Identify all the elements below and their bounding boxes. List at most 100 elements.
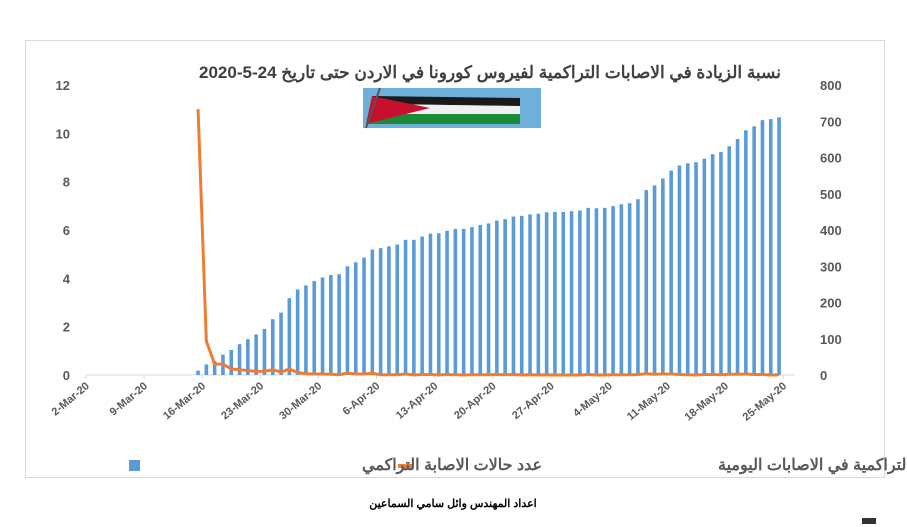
- bar: [329, 274, 333, 375]
- bar: [486, 223, 491, 375]
- line-series: [196, 109, 780, 377]
- right-axis-tick-label: 400: [820, 223, 842, 238]
- x-axis-tick-label: 30-Mar-20: [277, 380, 324, 422]
- bar: [196, 370, 200, 375]
- x-axis-tick-label: 9-Mar-20: [108, 380, 150, 418]
- right-axis-tick-label: 800: [820, 78, 842, 93]
- bar: [528, 214, 532, 375]
- bar: [204, 364, 209, 375]
- bar: [312, 281, 317, 375]
- bar: [569, 211, 574, 375]
- bar: [254, 334, 258, 375]
- bar: [320, 277, 325, 375]
- bar: [345, 266, 350, 375]
- bar: [744, 130, 748, 375]
- bar: [436, 233, 441, 375]
- bar: [727, 146, 732, 375]
- bar: [428, 233, 433, 375]
- bar: [420, 236, 424, 375]
- bar: [586, 207, 590, 375]
- jordan-flag-image: [363, 87, 541, 129]
- bar: [295, 289, 300, 375]
- line-series-path: [196, 109, 780, 377]
- left-axis-tick-label: 8: [63, 175, 70, 190]
- left-axis-tick-label: 12: [56, 78, 70, 93]
- bar: [561, 211, 566, 375]
- bar: [661, 178, 665, 375]
- bar: [602, 207, 607, 375]
- bar: [619, 204, 624, 375]
- bar: [353, 262, 358, 375]
- x-axis-tick-label: 11-May-20: [625, 380, 673, 423]
- credit-text: اعداد المهندس وائل سامي السماعين: [369, 498, 537, 511]
- bar: [777, 117, 781, 375]
- bar: [304, 285, 308, 375]
- bar: [611, 206, 615, 375]
- bar: [519, 215, 524, 375]
- bar: [760, 120, 765, 375]
- x-axis-tick-label: 27-Apr-20: [510, 380, 557, 422]
- bar: [453, 228, 458, 375]
- right-axis-tick-label: 0: [820, 368, 827, 383]
- bar: [212, 360, 217, 375]
- chart-title: نسبة الزيادة في الاصابات التراكمية لفيرو…: [199, 63, 781, 83]
- bar: [677, 165, 682, 375]
- bar-series: [196, 117, 781, 375]
- right-axis-tick-label: 100: [820, 332, 842, 347]
- bar: [735, 139, 740, 375]
- left-axis-tick-label: 4: [63, 271, 71, 286]
- left-axis-tick-label: 10: [56, 126, 70, 141]
- x-axis-tick-label: 6-Apr-20: [341, 380, 383, 418]
- bar: [495, 220, 499, 375]
- legend-swatch-line: [398, 464, 412, 468]
- bar: [287, 298, 292, 375]
- x-axis-tick-label: 4-May-20: [571, 380, 615, 419]
- bar: [644, 190, 649, 375]
- bar: [279, 312, 283, 375]
- right-axis-tick-label: 300: [820, 259, 842, 274]
- bar: [702, 158, 707, 375]
- bar: [594, 208, 599, 375]
- bar: [412, 239, 416, 375]
- legend: نسبة الزيادة التراكمية في الاصابات اليوم…: [129, 457, 907, 475]
- left-axis-tick-label: 2: [63, 320, 70, 335]
- left-axis: 0 2 4 6 8 10 12: [56, 78, 71, 383]
- right-axis-tick-label: 600: [820, 151, 842, 166]
- bar: [627, 203, 632, 375]
- bar: [752, 126, 756, 375]
- bar: [362, 257, 366, 375]
- bar: [652, 185, 657, 375]
- bar: [370, 249, 375, 375]
- bar: [685, 163, 690, 375]
- x-axis-tick-label: 13-Apr-20: [394, 380, 441, 422]
- bar: [511, 216, 516, 375]
- bar: [387, 246, 391, 375]
- bar: [553, 211, 557, 375]
- bar: [710, 154, 715, 375]
- bar: [694, 162, 698, 375]
- chart-frame: [25, 40, 885, 478]
- x-axis-tick-label: 2-Mar-20: [50, 380, 92, 418]
- legend-label-bar: عدد حالات الاصابة التراكمي: [362, 457, 542, 475]
- x-axis-tick-label: 23-Mar-20: [219, 380, 266, 422]
- bar: [378, 248, 383, 375]
- right-axis: 0 100 200 300 400 500 600 700 800: [820, 78, 842, 383]
- bar: [461, 228, 466, 375]
- bar: [503, 219, 507, 375]
- bar: [229, 349, 234, 375]
- bar: [395, 244, 400, 375]
- bar: [237, 344, 242, 375]
- right-axis-tick-label: 500: [820, 187, 842, 202]
- left-axis-tick-label: 6: [63, 223, 70, 238]
- bar: [768, 119, 773, 375]
- bar: [403, 239, 408, 375]
- bar: [536, 213, 541, 375]
- bar: [337, 274, 341, 375]
- bar: [478, 224, 483, 375]
- bar: [719, 152, 723, 375]
- bar: [470, 227, 474, 375]
- bar: [544, 212, 549, 375]
- bar: [445, 230, 449, 375]
- right-axis-tick-label: 700: [820, 114, 842, 129]
